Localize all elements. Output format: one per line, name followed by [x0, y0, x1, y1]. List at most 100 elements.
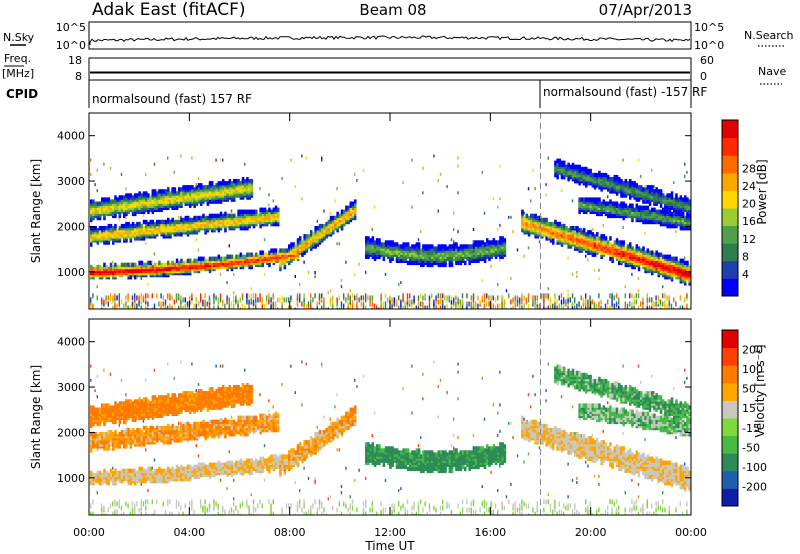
power-cell — [189, 217, 192, 223]
power-cell — [281, 248, 284, 253]
power-cell — [624, 305, 626, 309]
power-cell — [679, 258, 683, 263]
power-cell — [391, 297, 393, 303]
power-cell — [301, 154, 303, 158]
power-cell — [576, 226, 579, 231]
power-cell — [653, 189, 656, 194]
power-cell — [323, 297, 325, 303]
power-cell — [411, 205, 413, 209]
power-cell — [635, 293, 637, 299]
power-cell — [246, 177, 249, 182]
power-cell — [222, 307, 224, 309]
power-cell — [138, 264, 141, 270]
power-cell — [263, 272, 266, 276]
power-cell — [455, 295, 457, 301]
power-cell — [140, 277, 142, 280]
power-cell — [657, 252, 661, 257]
power-cell — [204, 299, 206, 305]
power-cell — [681, 197, 685, 202]
power-cell — [545, 183, 547, 187]
power-cell — [558, 158, 562, 163]
power-cell — [512, 297, 514, 303]
power-cell — [684, 260, 687, 266]
power-cell — [675, 211, 678, 217]
power-cell — [263, 207, 267, 212]
power-cell — [552, 221, 555, 227]
power-cell — [618, 177, 621, 182]
power-cell — [285, 248, 289, 253]
power-cell — [338, 307, 340, 309]
power-cell — [270, 248, 273, 253]
power-cell — [402, 242, 405, 247]
power-cell — [217, 254, 221, 259]
power-cell — [266, 295, 268, 301]
power-cell — [503, 238, 507, 243]
power-cell — [140, 260, 144, 266]
power-cell — [576, 303, 578, 309]
power-cell — [246, 209, 249, 214]
power-cell — [600, 305, 602, 309]
power-cell — [219, 256, 223, 261]
power-cell — [109, 223, 113, 229]
power-cell — [327, 219, 331, 225]
power-cell — [222, 213, 225, 219]
power-cell — [213, 256, 216, 261]
power-cell — [299, 283, 301, 287]
power-cell — [138, 195, 141, 200]
power-cell — [167, 187, 169, 191]
power-cell — [607, 305, 609, 309]
power-cell — [545, 221, 548, 227]
power-cell — [631, 264, 634, 270]
power-cell — [600, 234, 603, 239]
power-cell — [277, 307, 279, 309]
power-cell — [439, 293, 442, 299]
power-cell — [112, 260, 114, 264]
power-cell — [578, 301, 580, 307]
power-cell — [532, 213, 535, 219]
power-cell — [156, 293, 158, 299]
power-cell — [343, 209, 346, 214]
power-cell — [609, 305, 611, 309]
power-cell — [208, 268, 212, 274]
power-cell — [367, 295, 369, 301]
power-cell — [362, 168, 365, 172]
power-cell — [637, 305, 640, 309]
power-cell — [582, 197, 586, 202]
power-cell — [211, 181, 214, 186]
power-cell — [175, 293, 178, 299]
power-cell — [233, 272, 235, 276]
power-cell — [637, 293, 640, 299]
power-cell — [607, 240, 610, 245]
power-cell — [217, 181, 221, 186]
power-cell — [349, 303, 351, 309]
power-cell — [116, 197, 119, 202]
power-cell — [345, 297, 347, 303]
power-cell — [219, 307, 222, 309]
power-cell — [360, 301, 362, 307]
power-cell — [659, 299, 662, 305]
power-cell — [173, 170, 175, 174]
power-cell — [596, 236, 599, 241]
power-cell — [138, 295, 140, 301]
power-cell — [301, 240, 304, 245]
power-cell — [679, 226, 683, 231]
power-cell — [642, 187, 645, 192]
power-cell — [193, 303, 195, 309]
power-cell — [580, 230, 584, 235]
power-cell — [112, 305, 114, 309]
power-cell — [530, 199, 532, 203]
power-cell — [642, 246, 645, 251]
power-cell — [90, 264, 93, 270]
power-cell — [633, 248, 636, 253]
power-cell — [134, 293, 136, 299]
power-cell — [233, 179, 236, 184]
power-cell — [193, 215, 196, 221]
power-cell — [668, 193, 672, 198]
power-cell — [327, 291, 329, 295]
power-cell — [136, 209, 139, 214]
power-cell — [494, 297, 497, 303]
power-cell — [103, 307, 105, 309]
power-cell — [202, 256, 205, 261]
power-cell — [398, 295, 400, 301]
power-cell — [673, 211, 676, 217]
